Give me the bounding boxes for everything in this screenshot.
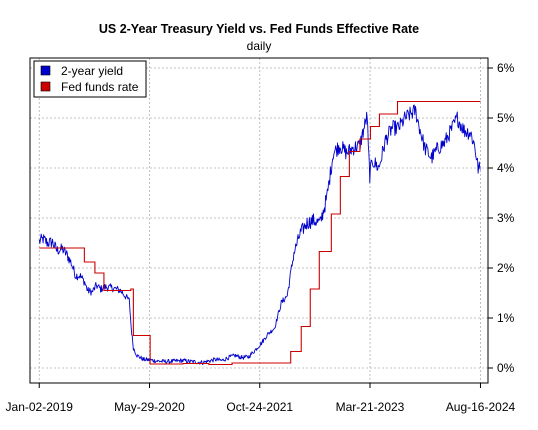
legend: 2-year yield Fed funds rate bbox=[33, 60, 147, 98]
series-layer bbox=[38, 100, 481, 366]
chart-subtitle: daily bbox=[247, 39, 272, 53]
y-axis: 0% 1% 2% 3% 4% 5% 6% bbox=[487, 61, 515, 375]
series-line-fed-funds-rate bbox=[39, 100, 481, 366]
y-tick-label: 4% bbox=[497, 161, 515, 175]
x-tick-label: Oct-24-2021 bbox=[226, 400, 293, 414]
legend-swatch-2-year-yield bbox=[40, 65, 51, 76]
y-tick-label: 3% bbox=[497, 211, 515, 225]
y-tick-label: 0% bbox=[497, 361, 515, 375]
x-tick-label: Jan-02-2019 bbox=[6, 400, 74, 414]
x-axis: Jan-02-2019 May-29-2020 Oct-24-2021 Mar-21-… bbox=[6, 382, 516, 414]
y-tick-label: 1% bbox=[497, 311, 515, 325]
y-tick-label: 6% bbox=[497, 61, 515, 75]
y-tick-label: 2% bbox=[497, 261, 515, 275]
series-line-2-year-yield bbox=[38, 104, 481, 365]
x-tick-label: Mar-21-2023 bbox=[336, 400, 405, 414]
x-tick-label: Aug-16-2024 bbox=[446, 400, 516, 414]
grid-lines bbox=[30, 58, 488, 383]
legend-swatch-fed-funds-rate bbox=[40, 81, 51, 92]
legend-label-fed-funds-rate: Fed funds rate bbox=[61, 80, 139, 94]
y-tick-label: 5% bbox=[497, 111, 515, 125]
x-tick-label: May-29-2020 bbox=[114, 400, 185, 414]
chart-title: US 2-Year Treasury Yield vs. Fed Funds E… bbox=[99, 22, 419, 36]
legend-label-2-year-yield: 2-year yield bbox=[61, 64, 123, 78]
legend-box bbox=[33, 60, 147, 98]
